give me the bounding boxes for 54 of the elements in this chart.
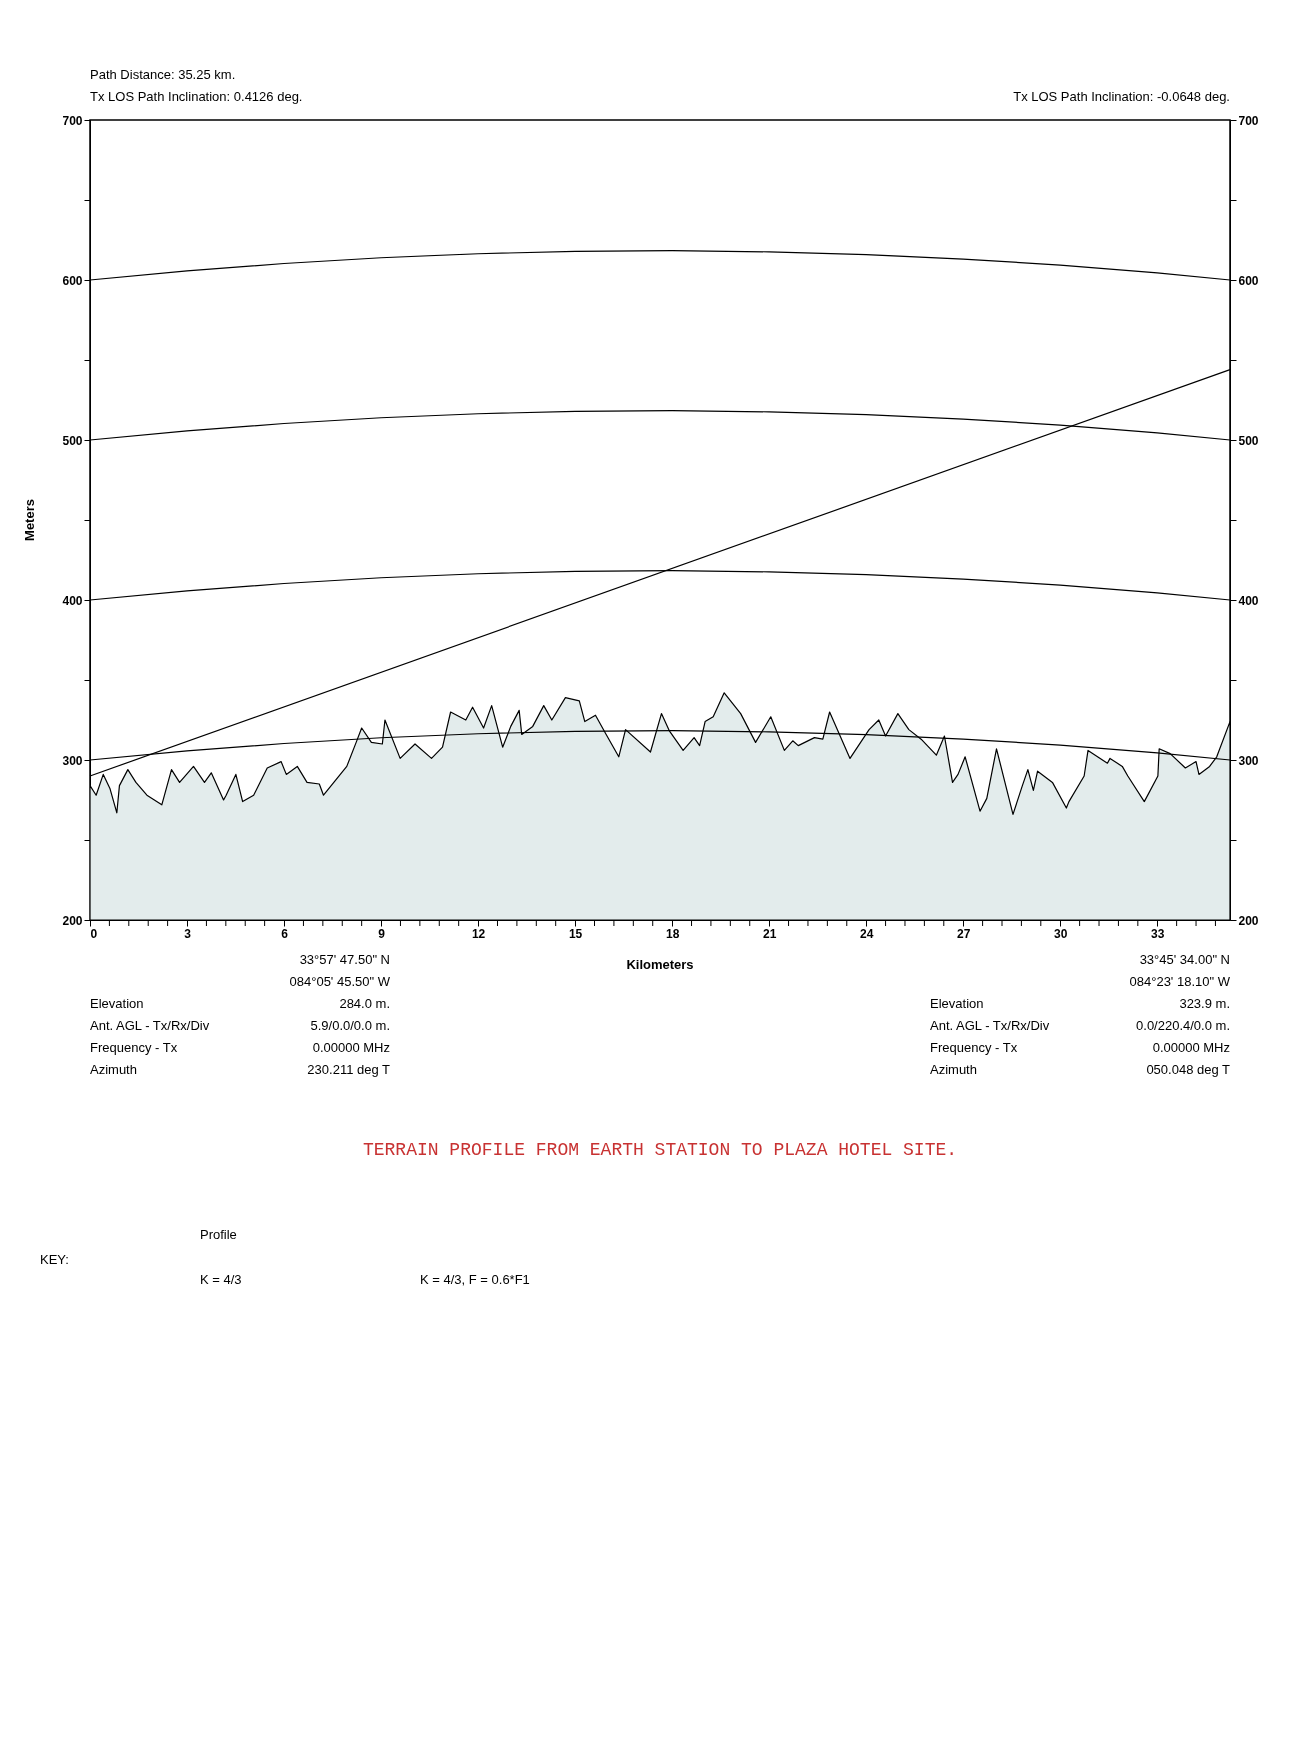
text: Ant. AGL - Tx/Rx/Div <box>930 1018 1050 1033</box>
x-tick-label: 6 <box>281 926 289 941</box>
y-axis-title: Meters <box>22 499 37 541</box>
text: 084°23' 18.10" W <box>1129 974 1231 989</box>
x-axis-title: Kilometers <box>626 957 694 972</box>
y-tick-label: 200 <box>62 913 83 928</box>
x-tick-label: 24 <box>859 926 874 941</box>
text: Frequency - Tx <box>930 1040 1018 1055</box>
y-tick-label: 700 <box>62 113 83 128</box>
x-tick-label: 3 <box>184 926 192 941</box>
y2-tick-label: 500 <box>1238 433 1259 448</box>
text: 323.9 m. <box>1179 996 1230 1011</box>
y-tick-label: 400 <box>62 593 83 608</box>
y-tick-label: 300 <box>62 753 83 768</box>
y2-tick-label: 200 <box>1238 913 1259 928</box>
text: Azimuth <box>90 1062 137 1077</box>
text: Path Distance: 35.25 km. <box>90 67 236 82</box>
text: Tx LOS Path Inclination: 0.4126 deg. <box>90 89 303 104</box>
x-tick-label: 21 <box>762 926 777 941</box>
x-tick-label: 0 <box>90 926 98 941</box>
text: 230.211 deg T <box>307 1062 391 1077</box>
x-tick-label: 27 <box>957 926 971 941</box>
y-tick-label: 500 <box>62 433 83 448</box>
text: Ant. AGL - Tx/Rx/Div <box>90 1018 210 1033</box>
x-tick-label: 18 <box>665 926 680 941</box>
text: Tx LOS Path Inclination: -0.0648 deg. <box>1013 89 1230 104</box>
text: KEY: <box>40 1252 69 1267</box>
text: 284.0 m. <box>339 996 390 1011</box>
text: 050.048 deg T <box>1146 1062 1231 1077</box>
text: Elevation <box>90 996 144 1011</box>
text: Profile <box>200 1227 237 1242</box>
y2-tick-label: 700 <box>1238 113 1259 128</box>
x-tick-label: 12 <box>471 926 486 941</box>
y2-tick-label: 600 <box>1238 273 1259 288</box>
text: K = 4/3 <box>200 1272 242 1287</box>
text: TERRAIN PROFILE FROM EARTH STATION TO PLAZA HOTEL SITE. <box>362 1140 958 1160</box>
text: Azimuth <box>930 1062 977 1077</box>
text: Elevation <box>930 996 984 1011</box>
text: K = 4/3, F = 0.6*F1 <box>420 1272 530 1287</box>
text: 0.00000 MHz <box>1152 1040 1230 1055</box>
x-tick-label: 15 <box>568 926 583 941</box>
text: 33°45' 34.00" N <box>1139 952 1230 967</box>
text: 5.9/0.0/0.0 m. <box>310 1018 390 1033</box>
y-tick-label: 600 <box>62 273 83 288</box>
text: 084°05' 45.50" W <box>289 974 391 989</box>
text: 0.00000 MHz <box>312 1040 390 1055</box>
text: Frequency - Tx <box>90 1040 178 1055</box>
x-tick-label: 9 <box>378 926 386 941</box>
x-tick-label: 33 <box>1151 926 1165 941</box>
text: 0.0/220.4/0.0 m. <box>1136 1018 1230 1033</box>
y2-tick-label: 400 <box>1238 593 1259 608</box>
x-tick-label: 30 <box>1054 926 1068 941</box>
text: 33°57' 47.50" N <box>299 952 390 967</box>
y2-tick-label: 300 <box>1238 753 1259 768</box>
